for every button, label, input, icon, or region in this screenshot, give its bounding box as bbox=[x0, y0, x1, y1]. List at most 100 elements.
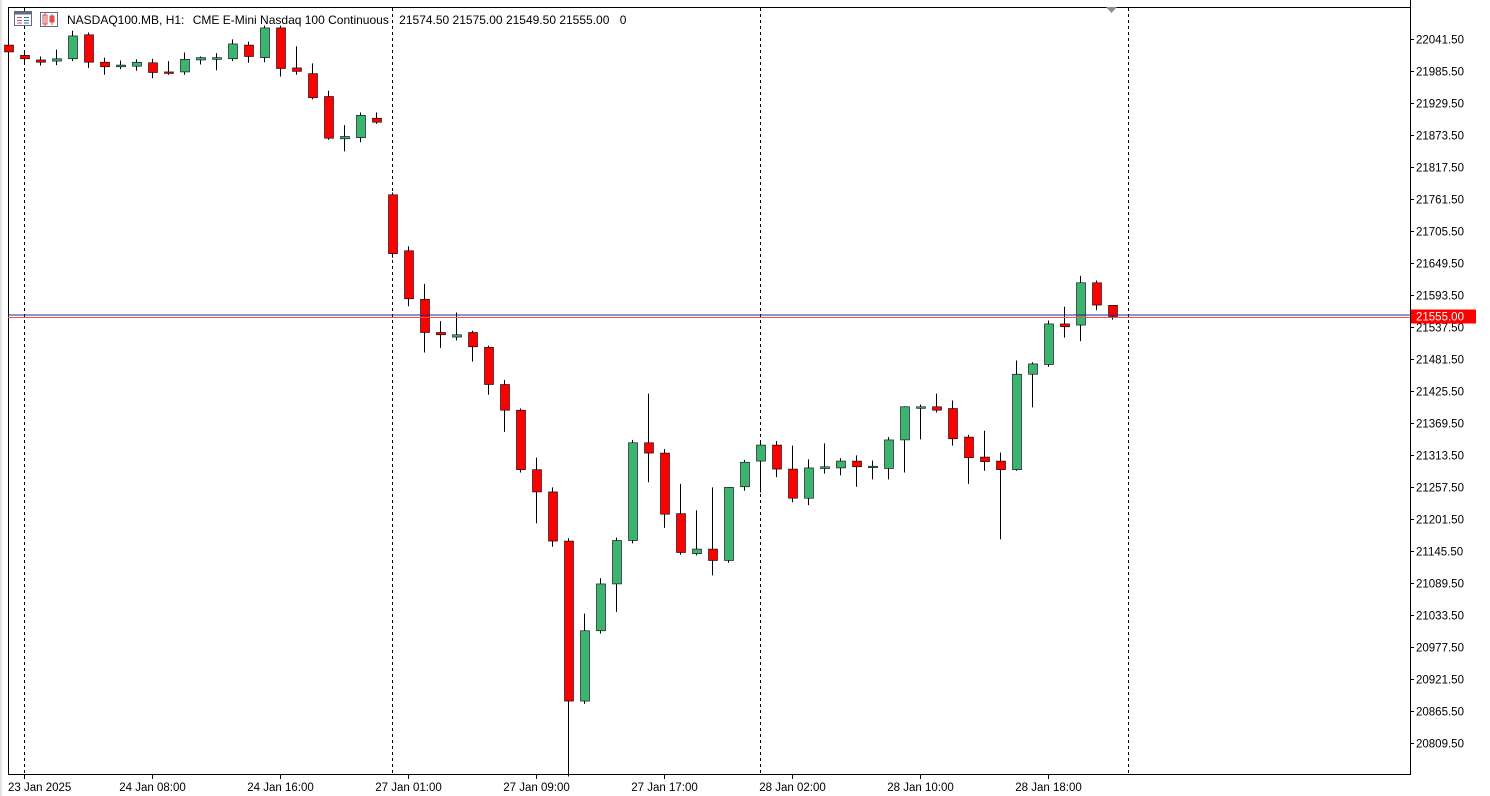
candle-body bbox=[324, 96, 334, 139]
price-tick-label: 21537.50 bbox=[1416, 323, 1464, 335]
candle-body bbox=[372, 117, 382, 123]
candle bbox=[708, 487, 718, 576]
candle-body bbox=[388, 194, 398, 254]
candle bbox=[468, 330, 478, 362]
candle bbox=[612, 537, 622, 612]
candle-body bbox=[1028, 363, 1038, 375]
price-tick-label: 21761.50 bbox=[1416, 195, 1464, 207]
candle bbox=[756, 442, 766, 493]
symbol-description: CME E-Mini Nasdaq 100 Continuous bbox=[193, 13, 389, 27]
candle-body bbox=[404, 250, 414, 300]
price-tick-label: 21201.50 bbox=[1416, 515, 1464, 527]
time-tick-label: 27 Jan 17:00 bbox=[631, 782, 698, 794]
candle-body bbox=[740, 461, 750, 488]
time-tick-label: 27 Jan 09:00 bbox=[503, 782, 570, 794]
candle-body bbox=[132, 61, 142, 67]
time-tick-label: 28 Jan 18:00 bbox=[1015, 782, 1082, 794]
price-tag-bg bbox=[1411, 309, 1476, 324]
candle-body bbox=[772, 444, 782, 470]
candle-body bbox=[548, 491, 558, 542]
price-tick-label: 21033.50 bbox=[1416, 611, 1464, 623]
scroll-triangle-icon[interactable] bbox=[1106, 7, 1117, 13]
candle bbox=[580, 613, 590, 704]
candles-layer bbox=[4, 25, 1118, 777]
candle-body bbox=[244, 44, 254, 57]
candle-body bbox=[228, 43, 238, 60]
price-tick-label: 21705.50 bbox=[1416, 227, 1464, 239]
price-tick-label: 21593.50 bbox=[1416, 291, 1464, 303]
candle-body bbox=[628, 442, 638, 541]
candle-body bbox=[916, 406, 926, 409]
period-separators bbox=[24, 8, 1129, 775]
candle bbox=[452, 312, 462, 341]
time-tick-label: 27 Jan 01:00 bbox=[375, 782, 442, 794]
price-tick-label: 21873.50 bbox=[1416, 131, 1464, 143]
candle bbox=[724, 487, 734, 563]
candle bbox=[772, 441, 782, 478]
price-tick-label: 21649.50 bbox=[1416, 259, 1464, 271]
candle-body bbox=[52, 58, 62, 62]
current-price-tag: 21555.00 bbox=[1411, 309, 1476, 324]
ohlc-values: 21574.50 21575.00 21549.50 21555.00 bbox=[399, 13, 610, 27]
candle-body bbox=[260, 27, 270, 58]
candle-body bbox=[884, 439, 894, 469]
candle bbox=[548, 487, 558, 547]
candle-body bbox=[356, 115, 366, 138]
time-axis[interactable]: 23 Jan 2025 24 Jan 08:00 24 Jan 16:00 27 Ja… bbox=[8, 775, 1082, 794]
candle-body bbox=[180, 59, 190, 73]
candle bbox=[132, 59, 142, 71]
price-tick-label: 21929.50 bbox=[1416, 99, 1464, 111]
candle-body bbox=[1012, 373, 1022, 470]
candle-body bbox=[68, 35, 78, 60]
candle bbox=[52, 49, 62, 66]
candle-body bbox=[996, 460, 1006, 470]
bid-ask-lines bbox=[8, 314, 1410, 318]
candle-body bbox=[84, 34, 94, 63]
candle bbox=[484, 345, 494, 395]
candle bbox=[1028, 362, 1038, 408]
candle-body bbox=[164, 71, 174, 74]
candle bbox=[964, 434, 974, 484]
candle-body bbox=[852, 460, 862, 468]
candle bbox=[100, 57, 110, 75]
volume-value: 0 bbox=[620, 13, 627, 27]
price-axis[interactable]: 22041.50 21985.50 21929.50 21873.50 21817.50… bbox=[1410, 35, 1476, 751]
candle bbox=[164, 61, 174, 75]
price-tag-label: 21555.00 bbox=[1416, 312, 1464, 324]
time-tick-label: 24 Jan 16:00 bbox=[247, 782, 314, 794]
candle bbox=[308, 63, 318, 100]
candle bbox=[68, 30, 78, 62]
candle bbox=[820, 443, 830, 474]
candles-icon[interactable] bbox=[40, 12, 58, 27]
price-tick-label: 21313.50 bbox=[1416, 451, 1464, 463]
candle bbox=[900, 406, 910, 473]
candle-body bbox=[964, 436, 974, 458]
candle bbox=[276, 25, 286, 77]
candle bbox=[868, 460, 878, 480]
candle-body bbox=[756, 444, 766, 462]
time-tick-label: 24 Jan 08:00 bbox=[119, 782, 186, 794]
candle bbox=[852, 455, 862, 487]
candle-body bbox=[804, 467, 814, 499]
candle bbox=[212, 53, 222, 71]
candle bbox=[932, 393, 942, 413]
chart-window-icon[interactable] bbox=[14, 11, 32, 26]
candle bbox=[36, 56, 46, 66]
candle-body bbox=[100, 61, 110, 68]
candle-body bbox=[612, 540, 622, 585]
candle bbox=[116, 60, 126, 70]
price-tick-label: 21481.50 bbox=[1416, 355, 1464, 367]
candle bbox=[948, 400, 958, 446]
candle-body bbox=[692, 548, 702, 554]
candle bbox=[1060, 306, 1070, 338]
candle-body bbox=[868, 465, 878, 469]
time-tick-label: 28 Jan 02:00 bbox=[759, 782, 826, 794]
candle-body bbox=[948, 408, 958, 440]
candle-body bbox=[436, 332, 446, 336]
candle-body bbox=[724, 487, 734, 561]
price-tick-label: 20977.50 bbox=[1416, 643, 1464, 655]
candle bbox=[260, 25, 270, 63]
price-tick-label: 20809.50 bbox=[1416, 739, 1464, 751]
price-tick-label: 21257.50 bbox=[1416, 483, 1464, 495]
